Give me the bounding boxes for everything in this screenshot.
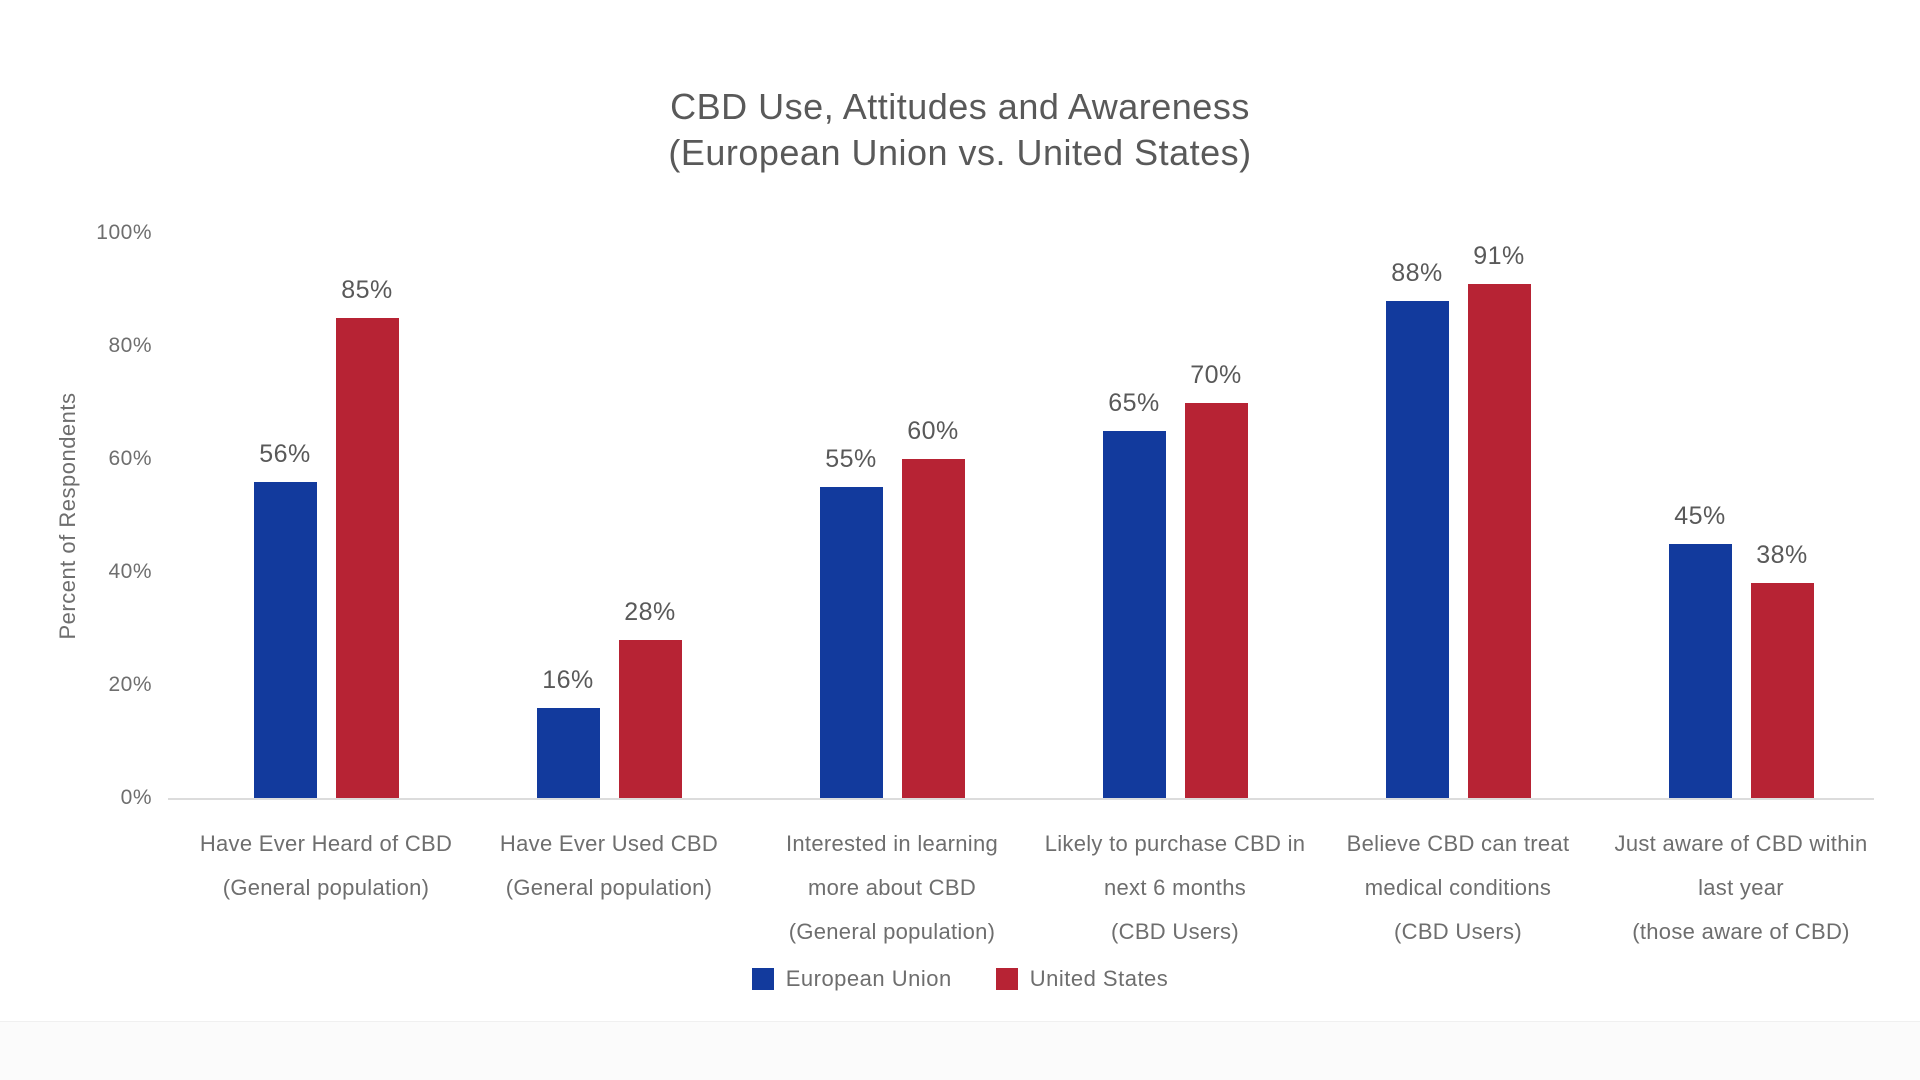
legend-swatch <box>995 968 1018 990</box>
y-tick-label: 0% <box>120 786 152 809</box>
bar-value-label: 91% <box>1473 241 1525 270</box>
y-tick-label: 100% <box>96 221 152 244</box>
bar-value-label: 16% <box>542 665 594 694</box>
bar-european-union <box>253 481 317 798</box>
category-label: Believe CBD can treat medical conditions (… <box>1316 822 1600 954</box>
bar-united-states <box>1750 583 1814 798</box>
y-axis-title: Percent of Respondents <box>55 392 80 640</box>
legend-label: European Union <box>785 966 952 991</box>
bar-value-label: 55% <box>825 445 877 474</box>
category-label-line: medical conditions <box>1364 875 1552 900</box>
category-label-line: (those aware of CBD) <box>1632 919 1850 944</box>
category-label-line: next 6 months <box>1103 875 1247 900</box>
bar-value-label: 70% <box>1190 360 1242 389</box>
y-tick-label: 80% <box>108 334 152 357</box>
category-label-line: Have Ever Used CBD <box>499 831 719 856</box>
legend: European Union United States <box>0 966 1920 992</box>
bar-european-union <box>1385 300 1449 798</box>
legend-item: European Union <box>751 966 952 992</box>
bar-value-label: 65% <box>1108 388 1160 417</box>
category-label-line: Just aware of CBD within <box>1614 831 1868 856</box>
chart-subtitle: (European Union vs. United States) <box>668 132 1252 173</box>
bar-european-union <box>1102 430 1166 798</box>
bar-european-union <box>819 487 883 798</box>
category-label-line: Have Ever Heard of CBD <box>199 831 453 856</box>
category-label: Interested in learning more about CBD (Gen… <box>750 822 1034 954</box>
category-label-line: more about CBD <box>807 875 977 900</box>
legend-swatch <box>751 968 774 990</box>
bar-united-states <box>618 639 682 798</box>
legend-item: United States <box>995 966 1169 992</box>
category-label-line: (General population) <box>788 919 996 944</box>
category-label: Just aware of CBD within last year (those … <box>1599 822 1883 954</box>
category-label: Have Ever Heard of CBD (General populatio… <box>184 822 468 910</box>
legend-label: United States <box>1029 966 1169 991</box>
category-label-line: (CBD Users) <box>1111 919 1239 944</box>
bar-united-states <box>1467 283 1531 798</box>
y-tick-label: 60% <box>108 447 152 470</box>
category-label-line: (General population) <box>222 875 430 900</box>
bar-united-states <box>335 317 399 798</box>
bar-united-states <box>901 459 965 798</box>
bar-value-label: 28% <box>624 597 676 626</box>
category-label-line: (CBD Users) <box>1394 919 1522 944</box>
chart-title: CBD Use, Attitudes and Awareness <box>670 86 1250 127</box>
bar-value-label: 56% <box>259 439 311 468</box>
bar-value-label: 60% <box>907 417 959 445</box>
x-axis-baseline <box>168 798 1874 800</box>
category-label-line: last year <box>1698 875 1784 900</box>
bar-value-label: 38% <box>1756 541 1808 570</box>
category-label: Have Ever Used CBD (General population) <box>467 822 751 910</box>
bar-european-union <box>1668 543 1732 798</box>
category-label-line: Likely to purchase CBD in <box>1044 831 1306 856</box>
bar-value-label: 88% <box>1391 258 1443 287</box>
y-tick-label: 40% <box>108 560 152 583</box>
category-label-line: (General population) <box>505 875 713 900</box>
bar-united-states <box>1184 402 1248 798</box>
bar-value-label: 45% <box>1674 501 1726 530</box>
category-label-line: Believe CBD can treat <box>1346 831 1570 856</box>
category-label-line: Interested in learning <box>785 831 999 856</box>
bar-value-label: 85% <box>341 275 393 304</box>
bar-european-union <box>536 707 600 798</box>
y-tick-label: 20% <box>108 673 152 696</box>
bottom-strip <box>0 1021 1920 1080</box>
category-label: Likely to purchase CBD in next 6 months (C… <box>1033 822 1317 954</box>
